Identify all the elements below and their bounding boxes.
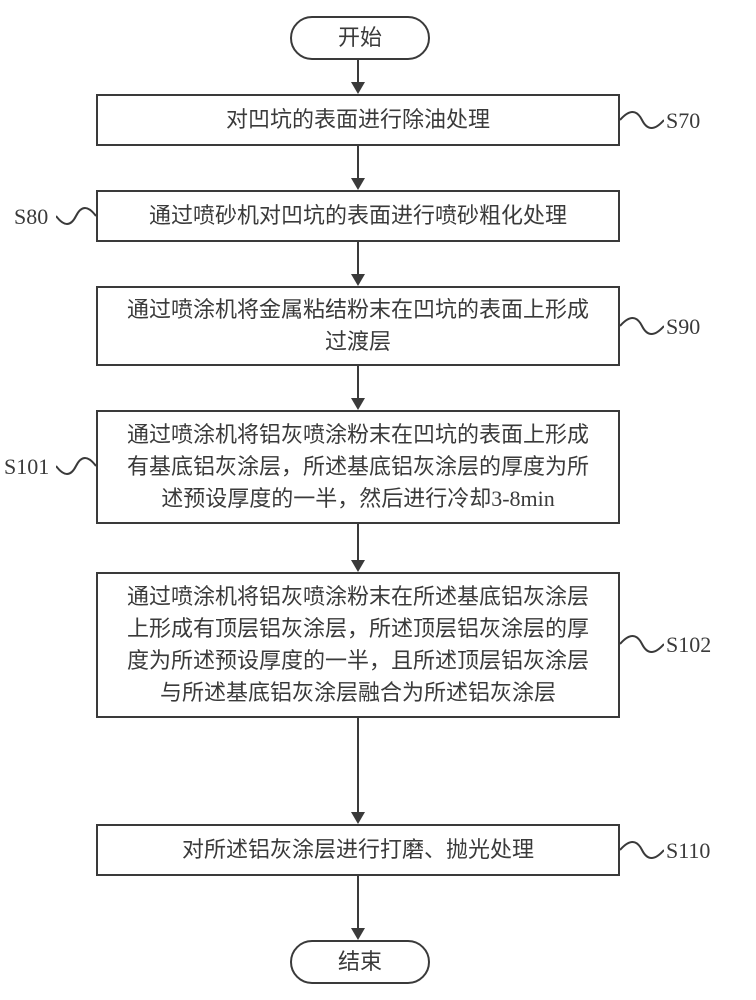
label-connector — [620, 628, 664, 660]
process-text: 对所述铝灰涂层进行打磨、抛光处理 — [182, 834, 534, 866]
connector — [357, 60, 359, 82]
label-connector — [620, 310, 664, 342]
arrow-icon — [351, 812, 365, 824]
flowchart-container: 开始 对凹坑的表面进行除油处理 S70 通过喷砂机对凹坑的表面进行喷砂粗化处理 … — [0, 0, 756, 1000]
process-text: 通过喷涂机将铝灰喷涂粉末在所述基底铝灰涂层 上形成有顶层铝灰涂层，所述顶层铝灰涂… — [127, 581, 589, 709]
terminator-start: 开始 — [290, 16, 430, 60]
connector — [357, 242, 359, 274]
arrow-icon — [351, 560, 365, 572]
connector — [357, 876, 359, 928]
label-connector — [56, 450, 96, 482]
process-s102: 通过喷涂机将铝灰喷涂粉末在所述基底铝灰涂层 上形成有顶层铝灰涂层，所述顶层铝灰涂… — [96, 572, 620, 718]
process-text: 通过喷涂机将金属粘结粉末在凹坑的表面上形成 过渡层 — [127, 294, 589, 358]
step-label: S102 — [666, 632, 711, 658]
arrow-icon — [351, 82, 365, 94]
label-connector — [56, 200, 96, 232]
arrow-icon — [351, 398, 365, 410]
step-label: S80 — [14, 204, 48, 230]
process-text: 通过喷砂机对凹坑的表面进行喷砂粗化处理 — [149, 200, 567, 232]
connector — [357, 718, 359, 812]
terminator-end-text: 结束 — [338, 946, 382, 978]
process-s90: 通过喷涂机将金属粘结粉末在凹坑的表面上形成 过渡层 — [96, 286, 620, 366]
arrow-icon — [351, 928, 365, 940]
process-text: 通过喷涂机将铝灰喷涂粉末在凹坑的表面上形成 有基底铝灰涂层，所述基底铝灰涂层的厚… — [127, 419, 589, 515]
step-label: S90 — [666, 314, 700, 340]
process-s70: 对凹坑的表面进行除油处理 — [96, 94, 620, 146]
step-label: S70 — [666, 108, 700, 134]
connector — [357, 146, 359, 178]
terminator-start-text: 开始 — [338, 22, 382, 54]
process-s110: 对所述铝灰涂层进行打磨、抛光处理 — [96, 824, 620, 876]
connector — [357, 524, 359, 560]
terminator-end: 结束 — [290, 940, 430, 984]
process-text: 对凹坑的表面进行除油处理 — [226, 104, 490, 136]
label-connector — [620, 834, 664, 866]
step-label: S101 — [4, 454, 49, 480]
arrow-icon — [351, 274, 365, 286]
connector — [357, 366, 359, 398]
process-s80: 通过喷砂机对凹坑的表面进行喷砂粗化处理 — [96, 190, 620, 242]
step-label: S110 — [666, 838, 710, 864]
label-connector — [620, 104, 664, 136]
arrow-icon — [351, 178, 365, 190]
process-s101: 通过喷涂机将铝灰喷涂粉末在凹坑的表面上形成 有基底铝灰涂层，所述基底铝灰涂层的厚… — [96, 410, 620, 524]
